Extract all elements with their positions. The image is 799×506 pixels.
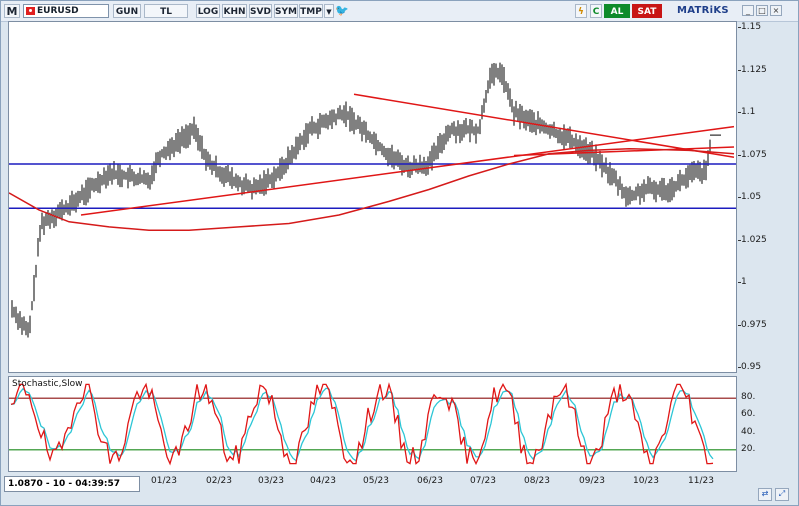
date-label: 07/23 [470, 476, 496, 486]
date-label: 11/23 [688, 476, 714, 486]
date-label: 05/23 [363, 476, 389, 486]
indicator-title: Stochastic,Slow [12, 379, 83, 389]
date-label: 09/23 [579, 476, 605, 486]
date-label: 10/23 [633, 476, 659, 486]
price-tick [738, 282, 741, 283]
date-label: 02/23 [206, 476, 232, 486]
price-tick-label: 1.1 [741, 107, 756, 117]
price-tick [738, 112, 741, 113]
price-axis: 1.15 1.125 1.1 1.075 1.05 1.025 1 0.975 0.95 [738, 21, 799, 373]
price-tick [738, 69, 741, 71]
menu-button[interactable]: M [4, 4, 20, 18]
price-tick-label: 1.075 [741, 149, 767, 160]
close-icon[interactable]: × [770, 5, 782, 16]
zoom-icon[interactable]: ⤢ [775, 488, 789, 501]
date-label: 01/23 [151, 476, 177, 486]
stochastic-tick-label: 60. [741, 409, 756, 420]
brand-logo: MATRiKS [677, 5, 729, 16]
price-tick [738, 367, 741, 368]
price-tick-label: 1 [741, 277, 747, 287]
flag-icon [26, 7, 35, 15]
date-label: 08/23 [524, 476, 550, 486]
maximize-icon[interactable]: □ [756, 5, 768, 16]
price-tick-label: 1.025 [741, 234, 767, 245]
date-label: 04/23 [310, 476, 336, 486]
date-label: 03/23 [258, 476, 284, 486]
price-chart[interactable] [8, 21, 737, 373]
tmp-dropdown-icon[interactable]: ▼ [324, 4, 334, 18]
price-tick [738, 324, 741, 326]
sync-icon[interactable]: ⇄ [758, 488, 772, 501]
date-label: 06/23 [417, 476, 443, 486]
price-tick-label: 1.125 [741, 64, 767, 75]
buy-button[interactable]: AL [604, 4, 630, 18]
svd-button[interactable]: SVD [249, 4, 272, 18]
price-tick [738, 154, 741, 156]
tmp-button[interactable]: TMP [299, 4, 323, 18]
stochastic-tick-label: 80. [741, 392, 756, 403]
stochastic-axis: 80. 60. 40. 20. [738, 376, 799, 472]
currency-tl-button[interactable]: TL [144, 4, 188, 18]
stochastic-k-line [10, 382, 714, 466]
twitter-icon[interactable]: 🐦 [335, 4, 349, 17]
price-tick-label: 1.15 [741, 22, 762, 32]
stochastic-d-line [10, 387, 714, 462]
stochastic-panel[interactable]: Stochastic,Slow [8, 376, 737, 472]
stochastic-tick-label: 20. [741, 443, 756, 454]
symbol-selector[interactable]: EURUSD [23, 4, 109, 18]
stochastic-plot [9, 382, 736, 466]
date-axis: 01/23 02/23 03/23 04/23 05/23 06/23 07/23 08/23… [8, 474, 737, 490]
cursor-readout: 1.0870 - 10 - 04:39:57 [4, 476, 140, 492]
minimize-icon[interactable]: _ [742, 5, 754, 16]
refresh-icon[interactable]: C [590, 4, 602, 18]
price-tick [738, 239, 741, 241]
price-tick-label: 0.95 [741, 362, 762, 372]
price-tick [738, 27, 741, 28]
moving-average-line [9, 147, 735, 232]
toolbar: M EURUSD GUN TL LOG KHN SVD SYM TMP ▼ 🐦 … [1, 1, 798, 22]
price-tick [738, 197, 741, 198]
symbol-label: EURUSD [37, 6, 79, 16]
price-tick-label: 0.975 [741, 319, 767, 330]
trend-line [353, 93, 735, 158]
trend-line [80, 125, 735, 216]
sym-button[interactable]: SYM [274, 4, 298, 18]
log-button[interactable]: LOG [196, 4, 220, 18]
khn-button[interactable]: KHN [222, 4, 247, 18]
sell-button[interactable]: SAT [632, 4, 662, 18]
lightning-icon[interactable]: ϟ [575, 4, 587, 18]
price-plot [9, 62, 736, 338]
price-tick-label: 1.05 [741, 192, 762, 202]
period-gun-button[interactable]: GUN [113, 4, 141, 18]
stochastic-tick-label: 40. [741, 426, 756, 437]
